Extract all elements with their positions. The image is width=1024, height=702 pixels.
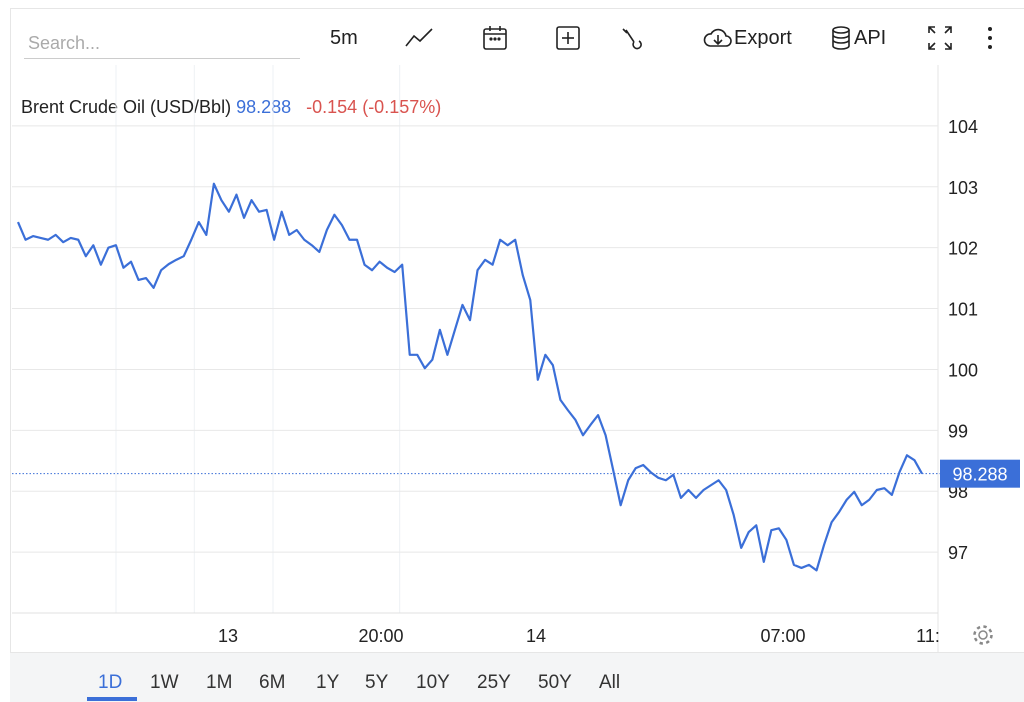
fullscreen-button[interactable]: [926, 24, 954, 52]
range-1y[interactable]: 1Y: [316, 672, 339, 694]
chart-type-button[interactable]: [404, 24, 434, 52]
more-button[interactable]: [984, 24, 996, 52]
range-5y[interactable]: 5Y: [365, 672, 388, 694]
wrench-icon: [618, 24, 646, 52]
add-indicator-button[interactable]: [554, 24, 582, 52]
api-button[interactable]: API: [830, 24, 886, 52]
api-label: API: [854, 27, 886, 50]
active-range-underline: [87, 697, 137, 701]
export-label: Export: [734, 27, 792, 50]
range-25y[interactable]: 25Y: [477, 672, 511, 694]
series-name: Brent Crude Oil (USD/Bbl): [21, 97, 231, 117]
chart-settings-button[interactable]: [970, 622, 996, 653]
range-1d[interactable]: 1D: [98, 672, 122, 694]
more-vertical-icon: [984, 24, 996, 52]
last-price: 98.288: [236, 97, 291, 117]
range-50y[interactable]: 50Y: [538, 672, 572, 694]
database-icon: [830, 25, 854, 51]
range-1w[interactable]: 1W: [150, 672, 179, 694]
calendar-icon: [481, 24, 509, 52]
interval-label: 5m: [330, 27, 358, 50]
add-box-icon: [554, 24, 582, 52]
cloud-download-icon: [702, 25, 734, 51]
settings-tool-button[interactable]: [618, 24, 646, 52]
chart-legend: Brent Crude Oil (USD/Bbl) 98.288 -0.154 …: [21, 97, 441, 118]
range-10y[interactable]: 10Y: [416, 672, 450, 694]
export-button[interactable]: Export: [702, 24, 792, 52]
interval-button[interactable]: 5m: [330, 24, 358, 52]
calendar-button[interactable]: [481, 24, 509, 52]
range-6m[interactable]: 6M: [259, 672, 285, 694]
price-change: -0.154 (-0.157%): [306, 97, 441, 117]
range-all[interactable]: All: [599, 672, 620, 694]
search-input[interactable]: [24, 28, 300, 59]
fullscreen-icon: [926, 24, 954, 52]
range-1m[interactable]: 1M: [206, 672, 232, 694]
line-chart-icon: [404, 26, 434, 50]
gear-icon: [970, 622, 996, 648]
